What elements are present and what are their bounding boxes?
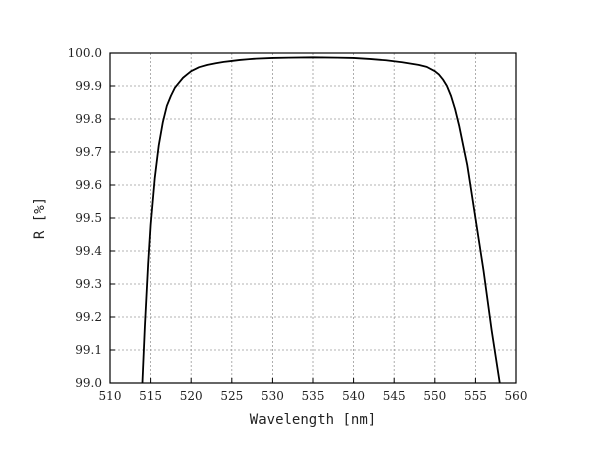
y-tick-label: 99.9 (75, 79, 102, 93)
x-tick-labels: 510 515 520 525 530 535 540 545 550 555 560 (99, 389, 528, 403)
y-tick-label: 99.1 (75, 343, 102, 357)
x-tick-label: 560 (505, 389, 528, 403)
y-tick-label: 99.2 (75, 310, 102, 324)
y-tick-label: 99.3 (75, 277, 102, 291)
y-tick-label: 100.0 (68, 46, 102, 60)
x-tick-label: 525 (220, 389, 243, 403)
x-tick-label: 530 (261, 389, 284, 403)
y-tick-label: 99.4 (75, 244, 102, 258)
y-tick-label: 99.0 (75, 376, 102, 390)
y-tick-label: 99.6 (75, 178, 102, 192)
x-tick-label: 550 (423, 389, 446, 403)
x-tick-label: 545 (383, 389, 406, 403)
x-tick-label: 515 (139, 389, 162, 403)
y-tick-labels: 99.0 99.1 99.2 99.3 99.4 99.5 99.6 99.7 99.8 99.9… (68, 46, 103, 390)
x-tick-label: 540 (342, 389, 365, 403)
y-tick-label: 99.7 (75, 145, 102, 159)
x-tick-label: 555 (464, 389, 487, 403)
x-tick-label: 510 (99, 389, 122, 403)
y-tick-label: 99.5 (75, 211, 102, 225)
y-axis-title: R [%] (32, 197, 48, 239)
axis-ticks (109, 52, 517, 384)
x-tick-label: 520 (180, 389, 203, 403)
reflectance-curve (141, 56, 501, 384)
x-axis-title: Wavelength [nm] (250, 412, 376, 428)
grid-lines (110, 53, 516, 383)
y-tick-label: 99.8 (75, 112, 102, 126)
x-tick-label: 535 (302, 389, 325, 403)
